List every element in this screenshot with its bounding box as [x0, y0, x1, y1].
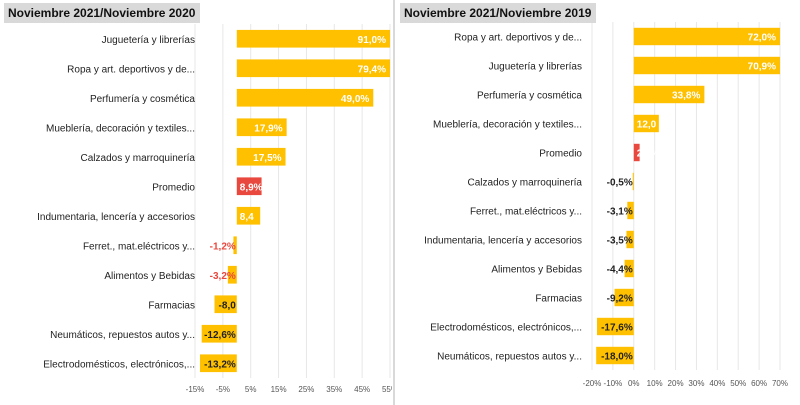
tick-label: 60%	[751, 379, 767, 388]
bar	[597, 317, 634, 336]
category-label: Neumáticos, repuestos autos y...	[50, 330, 195, 341]
value-label: 79,4%	[358, 64, 386, 75]
category-label: Electrodomésticos, electrónicos,...	[430, 323, 582, 334]
value-label: -3,1%	[607, 207, 633, 218]
value-label: -3,5%	[607, 236, 633, 247]
tick-label: 45%	[354, 385, 370, 394]
category-label: Mueblería, decoración y textiles...	[433, 120, 582, 131]
category-label: Ropa y art. deportivos y de...	[67, 64, 195, 75]
tick-label: 30%	[688, 379, 704, 388]
bar	[614, 288, 634, 307]
tick-label: 15%	[271, 385, 287, 394]
value-label: -3,2%	[210, 271, 236, 282]
category-label: Indumentaria, lencería y accesorios	[37, 212, 195, 223]
chart-panel-2019: -20% -10% 0% 10% 20% 30% 40% 50% 60% 70% Ropa y ar…	[396, 0, 800, 405]
value-label: -13,2%	[204, 359, 236, 370]
chart-title: Noviembre 2021/Noviembre 2020	[4, 3, 201, 23]
value-label: -12,6%	[204, 330, 236, 341]
bar	[214, 295, 237, 314]
category-label: Calzados y marroquinería	[468, 178, 583, 189]
tick-label: -5%	[216, 385, 230, 394]
value-label: -1,2%	[210, 241, 236, 252]
category-label: Promedio	[152, 182, 195, 193]
tick-label: 35%	[326, 385, 342, 394]
bar	[633, 56, 780, 75]
value-label: -4,4%	[607, 265, 633, 276]
category-label: Juguetería y librerías	[102, 35, 195, 46]
category-label: Ferret., mat.eléctricos y...	[470, 207, 582, 218]
tick-label: 5%	[245, 385, 257, 394]
panel-divider	[393, 0, 395, 405]
bar	[236, 29, 390, 48]
tick-label: -15%	[186, 385, 205, 394]
bar	[236, 59, 390, 78]
category-label: Neumáticos, repuestos autos y...	[437, 352, 582, 363]
chart-panel-2020: -15% -5% 5% 15% 25% 35% 45% 55% Juguetería y lib…	[0, 0, 392, 405]
bar	[627, 201, 634, 220]
bar	[236, 147, 286, 166]
bar	[236, 206, 261, 225]
bar-chart-2020: -15% -5% 5% 15% 25% 35% 45% 55% Juguetería y lib…	[37, 24, 392, 394]
bar	[201, 324, 237, 343]
value-label: -0,5%	[607, 178, 633, 189]
value-label: -18,0%	[601, 352, 633, 363]
tick-label: 70%	[772, 379, 788, 388]
tick-label: 0%	[628, 379, 640, 388]
category-label: Mueblería, decoración y textiles...	[46, 123, 195, 134]
chart-title: Noviembre 2021/Noviembre 2019	[400, 3, 597, 23]
value-label: 70,9%	[748, 62, 776, 73]
tick-label: -10%	[604, 379, 623, 388]
bar	[236, 177, 262, 196]
bar	[227, 265, 237, 284]
bar	[633, 114, 659, 133]
value-label: 91,0%	[358, 35, 386, 46]
category-label: Perfumería y cosmética	[90, 94, 195, 105]
bar	[633, 85, 705, 104]
value-label: 17,9%	[254, 123, 282, 134]
bar	[633, 143, 640, 162]
tick-label: 40%	[709, 379, 725, 388]
tick-label: 20%	[668, 379, 684, 388]
category-label: Indumentaria, lencería y accesorios	[424, 236, 582, 247]
value-label: 8,4	[240, 212, 254, 223]
bar	[236, 118, 287, 137]
bar-chart-2019: -20% -10% 0% 10% 20% 30% 40% 50% 60% 70% Ropa y ar…	[424, 22, 788, 388]
category-label: Perfumería y cosmética	[477, 91, 582, 102]
value-label: -9,2%	[607, 294, 633, 305]
tick-label: 10%	[647, 379, 663, 388]
value-label: 49,0%	[341, 94, 369, 105]
category-label: Promedio	[539, 149, 582, 160]
bar	[633, 27, 780, 46]
value-label: 17,5%	[253, 153, 281, 164]
bar	[626, 230, 634, 249]
value-label: -17,6%	[601, 323, 633, 334]
bar	[236, 88, 374, 107]
value-label: 8,9%	[240, 182, 263, 193]
tick-label: 50%	[730, 379, 746, 388]
category-label: Alimentos y Bebidas	[491, 265, 582, 276]
value-label: 72,0%	[748, 33, 776, 44]
value-label: -8,0	[219, 300, 237, 311]
category-label: Calzados y marroquinería	[81, 153, 196, 164]
value-label: 12,0	[637, 120, 657, 131]
category-label: Ferret., mat.eléctricos y...	[83, 241, 195, 252]
tick-label: -20%	[583, 379, 602, 388]
value-label: 33,8%	[672, 91, 700, 102]
tick-label: 55%	[382, 385, 392, 394]
category-label: Farmacias	[148, 300, 195, 311]
value-label: 2,8%	[637, 149, 660, 160]
bar	[233, 236, 237, 255]
category-label: Alimentos y Bebidas	[104, 271, 195, 282]
bar	[596, 346, 634, 365]
category-label: Electrodomésticos, electrónicos,...	[43, 359, 195, 370]
bar	[632, 172, 634, 191]
bar	[624, 259, 634, 278]
category-label: Juguetería y librerías	[489, 62, 582, 73]
tick-label: 25%	[298, 385, 314, 394]
bar	[200, 354, 237, 373]
category-label: Ropa y art. deportivos y de...	[454, 33, 582, 44]
category-label: Farmacias	[535, 294, 582, 305]
